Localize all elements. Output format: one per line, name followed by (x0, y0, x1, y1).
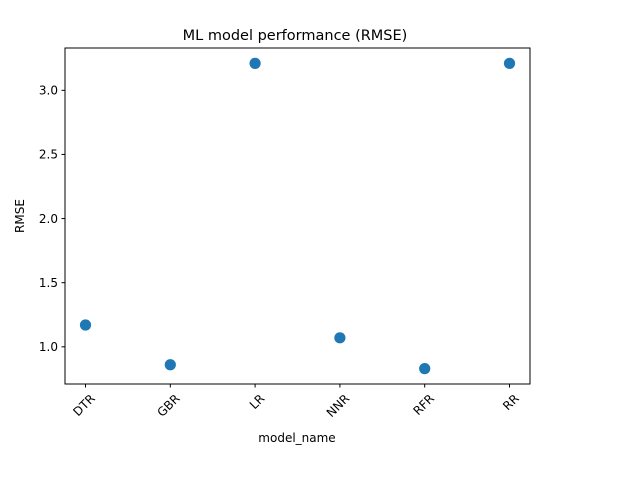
data-point-gbr (164, 359, 176, 371)
data-point-rr (503, 57, 516, 69)
data-points (79, 57, 516, 375)
chart-title: ML model performance (RMSE) (183, 28, 408, 44)
data-point-lr (249, 57, 261, 69)
data-point-dtr (79, 319, 92, 331)
y-axis-title: RMSE (13, 199, 27, 233)
y-axis-ticks: 1.0 1.5 2.0 2.5 3.0 (39, 84, 65, 354)
plot-area-frame (64, 47, 531, 385)
y-tick-label: 3.0 (39, 84, 58, 98)
y-tick-label: 2.5 (39, 148, 58, 162)
y-tick-label: 1.5 (39, 276, 58, 290)
y-tick-label: 1.0 (39, 340, 58, 354)
data-point-rfr (419, 363, 431, 375)
y-tick-label: 2.0 (39, 212, 58, 226)
x-axis-title: model_name (258, 431, 335, 445)
data-point-nnr (334, 332, 346, 344)
